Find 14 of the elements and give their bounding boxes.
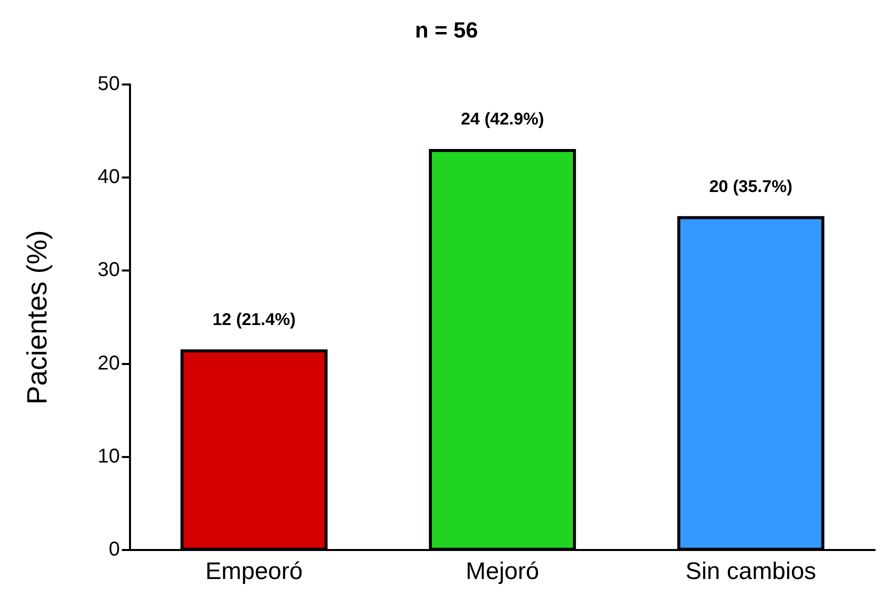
- data-label: 20 (35.7%): [709, 176, 792, 196]
- x-tick-label: Empeoró: [205, 558, 303, 586]
- x-tick-label: Mejoró: [466, 558, 540, 586]
- y-tick-label: 0: [108, 538, 120, 561]
- y-tick-label: 20: [98, 352, 120, 374]
- y-tick-label: 30: [98, 259, 120, 282]
- y-tick-label: 10: [98, 446, 120, 468]
- chart-title: n = 56: [415, 17, 478, 42]
- y-axis-title: Pacientes (%): [22, 230, 53, 404]
- x-tick-label: Sin cambios: [685, 558, 816, 586]
- data-label: 12 (21.4%): [212, 310, 296, 330]
- y-tick-label: 50: [98, 72, 120, 95]
- data-label: 24 (42.9%): [460, 110, 544, 129]
- y-tick-label: 40: [98, 166, 120, 188]
